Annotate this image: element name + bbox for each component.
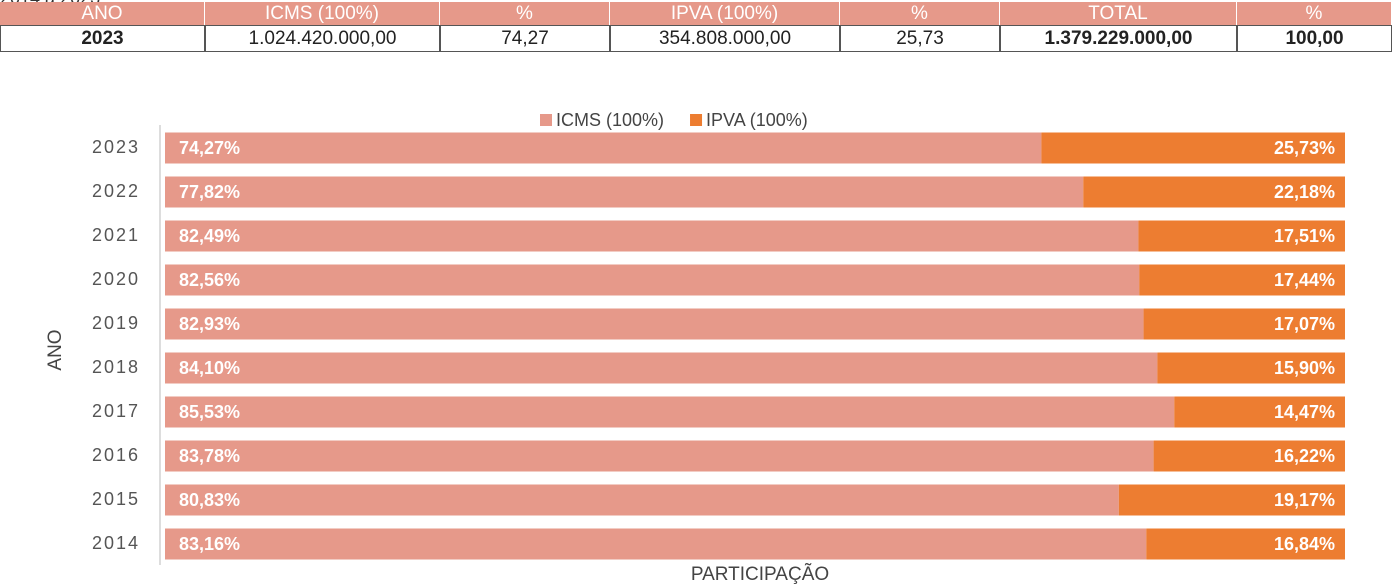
data-label: 82,93% [179,314,240,334]
data-label: 25,73% [1274,138,1335,158]
table-header: IPVA (100%) [610,2,840,25]
table-header: % [440,2,610,25]
y-tick-label: 2019 [92,313,140,333]
y-tick-label: 2021 [92,225,140,245]
bar [1041,132,1345,164]
table-header: % [1237,2,1392,25]
table-cell: 74,27 [440,25,610,52]
legend-label: ICMS (100%) [556,110,664,130]
table-cell: 25,73 [840,25,1000,52]
data-label: 83,78% [179,446,240,466]
y-tick-label: 2018 [92,357,140,377]
table-header: % [840,2,1000,25]
table-cell: 354.808.000,00 [610,25,840,52]
bar [1174,396,1345,428]
bar [165,176,1084,208]
bar [165,352,1158,384]
table-header: ICMS (100%) [205,2,440,25]
table-header: ANO [0,2,205,25]
bar [165,528,1147,560]
table-cell: 1.379.229.000,00 [1000,25,1237,52]
data-label: 84,10% [179,358,240,378]
bar [1146,528,1345,560]
data-label: 17,07% [1274,314,1335,334]
legend-swatch [690,114,703,126]
data-label: 17,51% [1274,226,1335,246]
bar [165,396,1175,428]
table-cell: 2023 [0,25,205,52]
bar [165,484,1119,516]
data-label: 74,27% [179,138,240,158]
bar [1083,176,1345,208]
x-axis-label: PARTICIPAÇÃO [691,563,829,585]
data-label: 16,84% [1274,534,1335,554]
bar [165,132,1042,164]
bar [165,264,1140,296]
y-tick-label: 2023 [92,137,140,157]
y-tick-label: 2017 [92,401,140,421]
bar [165,440,1154,472]
data-label: 19,17% [1274,490,1335,510]
bar [165,308,1144,340]
y-tick-label: 2016 [92,445,140,465]
bar [1138,220,1345,252]
data-label: 82,49% [179,226,240,246]
table-cell: 100,00 [1237,25,1392,52]
bar [1139,264,1345,296]
bar [1118,484,1345,516]
legend-swatch [540,114,552,126]
bar [1143,308,1345,340]
data-label: 16,22% [1274,446,1335,466]
bar [1153,440,1345,472]
bar [1157,352,1345,384]
y-tick-label: 2015 [92,489,140,509]
data-label: 82,56% [179,270,240,290]
data-label: 22,18% [1274,182,1335,202]
bar [165,220,1139,252]
data-label: 83,16% [179,534,240,554]
y-axis-label: ANO [45,329,66,370]
y-tick-label: 2022 [92,181,140,201]
table-cell: 1.024.420.000,00 [205,25,440,52]
data-label: 17,44% [1274,270,1335,290]
legend-label: IPVA (100%) [706,110,808,130]
data-label: 85,53% [179,402,240,422]
y-tick-label: 2014 [92,533,140,553]
y-tick-label: 2020 [92,269,140,289]
data-label: 15,90% [1274,358,1335,378]
data-label: 77,82% [179,182,240,202]
table-header: TOTAL [1000,2,1237,25]
data-label: 80,83% [179,490,240,510]
data-label: 14,47% [1274,402,1335,422]
